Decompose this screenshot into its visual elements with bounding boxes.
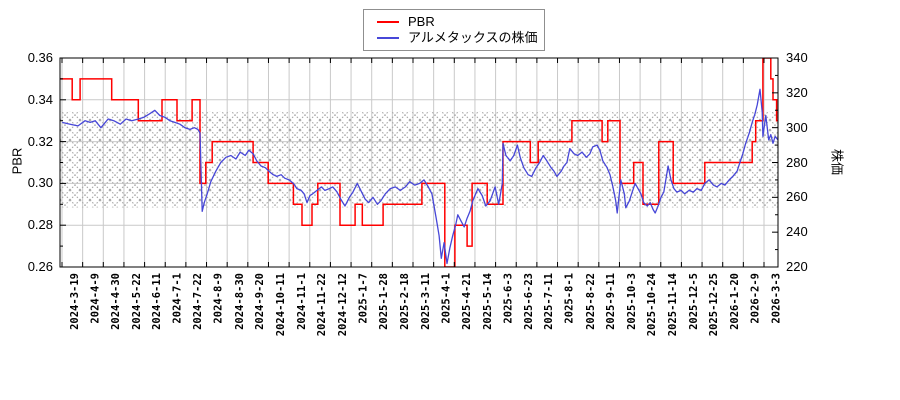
- x-tick-label: 2025-6-23: [522, 273, 535, 330]
- y-left-tick-label: 0.36: [27, 50, 53, 65]
- y-right-tick-label: 220: [786, 259, 808, 274]
- x-tick-label: 2024-7-22: [192, 273, 205, 330]
- x-tick-label: 2025-1-28: [378, 273, 391, 330]
- x-tick-label: 2025-8-1: [564, 273, 577, 324]
- y-left-tick-label: 0.32: [27, 133, 53, 149]
- x-tick-label: 2024-5-22: [130, 273, 143, 330]
- x-tick-label: 2024-8-30: [233, 273, 246, 330]
- y-right-tick-label: 340: [786, 50, 808, 65]
- x-tick-label: 2024-11-22: [316, 273, 329, 337]
- y-right-tick-label: 300: [786, 119, 808, 135]
- y-right-tick-label: 240: [786, 224, 808, 240]
- legend-line-sample-stock: [377, 37, 399, 39]
- x-tick-label: 2025-10-24: [646, 273, 659, 337]
- x-tick-label: 2024-11-1: [295, 273, 308, 330]
- x-tick-label: 2025-11-14: [667, 273, 680, 337]
- hatch-band: [60, 111, 778, 208]
- x-tick-label: 2025-12-25: [708, 273, 721, 337]
- x-tick-label: 2025-2-18: [398, 273, 411, 330]
- x-tick-label: 2025-8-22: [584, 273, 597, 330]
- x-tick-label: 2025-7-11: [543, 273, 556, 330]
- y-left-tick-label: 0.30: [27, 175, 53, 191]
- x-tick-label: 2024-6-11: [151, 273, 164, 330]
- x-tick-label: 2024-4-30: [109, 273, 122, 330]
- x-tick-label: 2024-4-9: [89, 273, 102, 324]
- legend-label-stock: アルメタックスの株価: [408, 30, 538, 45]
- y-left-tick-label: 0.34: [27, 91, 53, 107]
- x-tick-label: 2024-12-12: [336, 273, 349, 337]
- x-tick-label: 2026-1-20: [729, 273, 742, 330]
- y-axis-title-left: PBR: [9, 147, 25, 175]
- y-left-tick-label: 0.26: [27, 259, 53, 274]
- y-axis-title-right: 株価: [829, 148, 845, 176]
- x-tick-label: 2024-9-20: [254, 273, 267, 330]
- x-tick-label: 2024-3-19: [68, 273, 81, 330]
- x-tick-label: 2025-4-1: [440, 273, 453, 324]
- x-tick-label: 2026-2-9: [749, 273, 762, 324]
- y-right-tick-label: 280: [786, 154, 808, 170]
- x-tick-label: 2025-12-5: [687, 273, 700, 330]
- x-tick-label: 2025-10-3: [625, 273, 638, 330]
- legend: PBR アルメタックスの株価: [363, 9, 545, 51]
- x-tick-label: 2025-4-21: [460, 273, 473, 330]
- x-tick-label: 2025-5-14: [481, 273, 494, 330]
- x-tick-label: 2025-6-3: [502, 273, 515, 324]
- y-right-tick-label: 260: [786, 189, 808, 205]
- x-tick-label: 2026-3-3: [770, 273, 783, 324]
- legend-item-stock: アルメタックスの株価: [364, 30, 544, 46]
- y-left-tick-label: 0.28: [27, 217, 53, 233]
- y-right-tick-label: 320: [786, 84, 808, 100]
- x-tick-label: 2025-3-11: [419, 273, 432, 330]
- stock-line: [62, 88, 778, 265]
- x-tick-label: 2024-10-11: [274, 273, 287, 337]
- x-tick-label: 2024-8-9: [213, 273, 226, 324]
- pbr-line: [60, 58, 778, 267]
- x-tick-label: 2024-7-1: [171, 273, 184, 324]
- x-tick-label: 2025-1-7: [357, 273, 370, 324]
- legend-line-sample-pbr: [377, 21, 399, 23]
- legend-item-pbr: PBR: [364, 14, 544, 30]
- x-tick-label: 2025-9-11: [605, 273, 618, 330]
- legend-label-pbr: PBR: [408, 14, 435, 29]
